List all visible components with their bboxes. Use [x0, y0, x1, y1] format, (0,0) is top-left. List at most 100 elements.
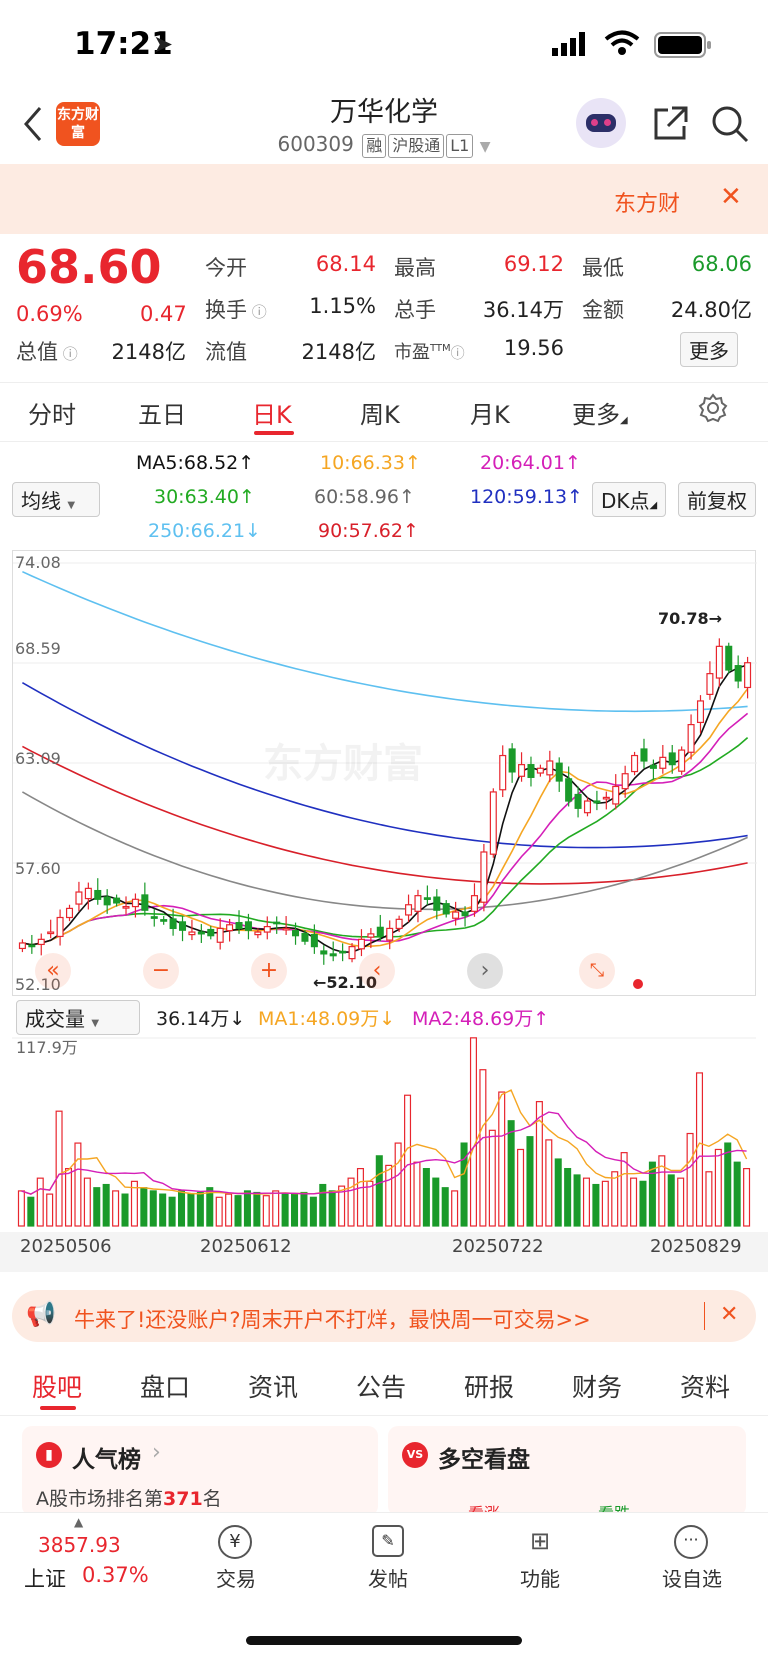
- candle: [226, 924, 234, 932]
- settings-icon[interactable]: [698, 393, 728, 427]
- candle: [678, 749, 686, 772]
- candle: [244, 921, 252, 931]
- candle: [301, 932, 309, 942]
- volume-bar: [196, 1191, 204, 1227]
- volume-ymax: 117.9万: [16, 1038, 78, 1057]
- dk-point-button[interactable]: DK点◢: [592, 482, 667, 517]
- float-value: 2148亿: [301, 340, 376, 364]
- volume-chart[interactable]: 117.9万: [12, 1030, 756, 1230]
- kline-chart[interactable]: 74.08 68.59 63.09 57.60 52.10 东方财富 70.78…: [12, 550, 757, 996]
- volume-bar: [46, 1193, 54, 1227]
- volume-bar: [686, 1132, 694, 1227]
- candle: [263, 926, 271, 933]
- close-icon[interactable]: ✕: [720, 182, 742, 212]
- top-banner[interactable]: 东方财 ✕: [0, 164, 768, 234]
- candle: [565, 778, 573, 802]
- tab-guba[interactable]: 股吧: [32, 1373, 83, 1402]
- volume-bar: [705, 1171, 713, 1227]
- tab-intraday[interactable]: 分时: [28, 401, 76, 429]
- volume-bar: [168, 1196, 176, 1227]
- chevron-right-icon: ›: [152, 1440, 161, 1465]
- zoom-in-button[interactable]: +: [251, 953, 287, 989]
- fullscreen-icon[interactable]: ⤡: [579, 953, 615, 989]
- nav-watchlist[interactable]: ··· 设自选: [642, 1525, 742, 1592]
- search-icon[interactable]: [710, 104, 750, 148]
- volume-bar: [130, 1180, 138, 1227]
- ma-line-ma5: [22, 664, 748, 953]
- ma90-label: 90:57.62↑: [318, 520, 419, 542]
- candle: [122, 905, 130, 909]
- nav-trade[interactable]: ¥ 交易: [186, 1525, 286, 1592]
- megaphone-icon: 📢: [26, 1300, 56, 1328]
- volume-bar: [469, 1037, 477, 1227]
- float-label: 流值: [205, 340, 247, 364]
- zoom-out-button[interactable]: −: [143, 953, 179, 989]
- candle: [405, 904, 413, 916]
- adjust-button[interactable]: 前复权: [678, 482, 756, 517]
- index-value[interactable]: 3857.93: [38, 1533, 121, 1557]
- volume-bar: [601, 1180, 609, 1227]
- candle: [131, 898, 139, 908]
- candle: [348, 946, 356, 960]
- close-icon[interactable]: ✕: [720, 1302, 739, 1327]
- candle: [706, 673, 714, 695]
- tab-daily-k[interactable]: 日K: [252, 401, 292, 429]
- volume-bar: [319, 1183, 327, 1227]
- robot-avatar[interactable]: [576, 98, 626, 148]
- volume-bar: [611, 1171, 619, 1227]
- volume-current: 36.14万↓: [156, 1008, 246, 1030]
- share-icon[interactable]: [650, 104, 690, 148]
- candle: [640, 748, 648, 762]
- info-icon[interactable]: ⓘ: [450, 346, 465, 362]
- yuan-icon: ¥: [218, 1525, 252, 1559]
- volume-bar: [630, 1177, 638, 1227]
- candle: [320, 950, 328, 955]
- scroll-left-button[interactable]: «: [35, 953, 71, 989]
- back-button[interactable]: [20, 104, 44, 148]
- ma-selector[interactable]: 均线 ▼: [12, 482, 100, 517]
- tab-profile[interactable]: 资料: [680, 1373, 731, 1402]
- candle: [339, 950, 347, 954]
- volume-selector[interactable]: 成交量 ▼: [16, 1000, 140, 1035]
- volume-bar: [564, 1167, 572, 1227]
- date-axis: 20250506 20250612 20250722 20250829: [0, 1232, 768, 1272]
- tab-monthly-k[interactable]: 月K: [470, 401, 510, 429]
- volume-bar: [300, 1191, 308, 1227]
- location-icon: ➤: [153, 30, 174, 58]
- tab-5day[interactable]: 五日: [138, 401, 186, 429]
- active-tab-underline: [40, 1406, 76, 1410]
- vs-icon: VS: [402, 1442, 428, 1468]
- info-icon[interactable]: ⓘ: [247, 303, 267, 321]
- change-value: 0.47: [140, 302, 187, 326]
- tab-research[interactable]: 研报: [464, 1373, 515, 1402]
- volume-bar: [243, 1190, 251, 1227]
- popularity-card[interactable]: ▮ 人气榜 › A股市场排名第371名: [22, 1426, 378, 1516]
- pe-value: 19.56: [503, 336, 564, 360]
- promo-text[interactable]: 牛来了!还没账户?周末开户不打烊，最快周一可交易>>: [74, 1308, 591, 1332]
- tab-pankou[interactable]: 盘口: [140, 1373, 191, 1402]
- tab-more[interactable]: 更多◢: [572, 401, 628, 429]
- step-right-button[interactable]: ›: [467, 953, 503, 989]
- candle: [442, 903, 450, 915]
- more-button[interactable]: 更多: [680, 332, 738, 367]
- volume-value: 36.14万: [482, 298, 564, 322]
- candle: [94, 889, 102, 900]
- nav-post[interactable]: ✎ 发帖: [338, 1525, 438, 1592]
- tab-announcement[interactable]: 公告: [356, 1373, 407, 1402]
- bull-bear-card[interactable]: VS 多空看盘 看涨 看跌: [388, 1426, 746, 1523]
- promo-banner[interactable]: 📢 牛来了!还没账户?周末开户不打烊，最快周一可交易>> ✕: [12, 1290, 756, 1342]
- chevron-down-icon[interactable]: ▼: [479, 139, 491, 155]
- date-label-4: 20250829: [650, 1236, 742, 1257]
- tab-news[interactable]: 资讯: [248, 1373, 299, 1402]
- candle: [141, 894, 149, 911]
- info-icon[interactable]: ⓘ: [58, 345, 78, 363]
- nav-functions[interactable]: ⊞ 功能: [520, 1527, 560, 1591]
- tab-weekly-k[interactable]: 周K: [360, 401, 400, 429]
- volume-bar: [413, 1161, 421, 1227]
- candle: [725, 645, 733, 671]
- banner-text: 东方财: [614, 192, 681, 217]
- step-left-button[interactable]: ‹: [359, 953, 395, 989]
- volume-bar: [291, 1193, 299, 1227]
- mcap-value: 2148亿: [111, 340, 186, 364]
- tab-finance[interactable]: 财务: [572, 1373, 623, 1402]
